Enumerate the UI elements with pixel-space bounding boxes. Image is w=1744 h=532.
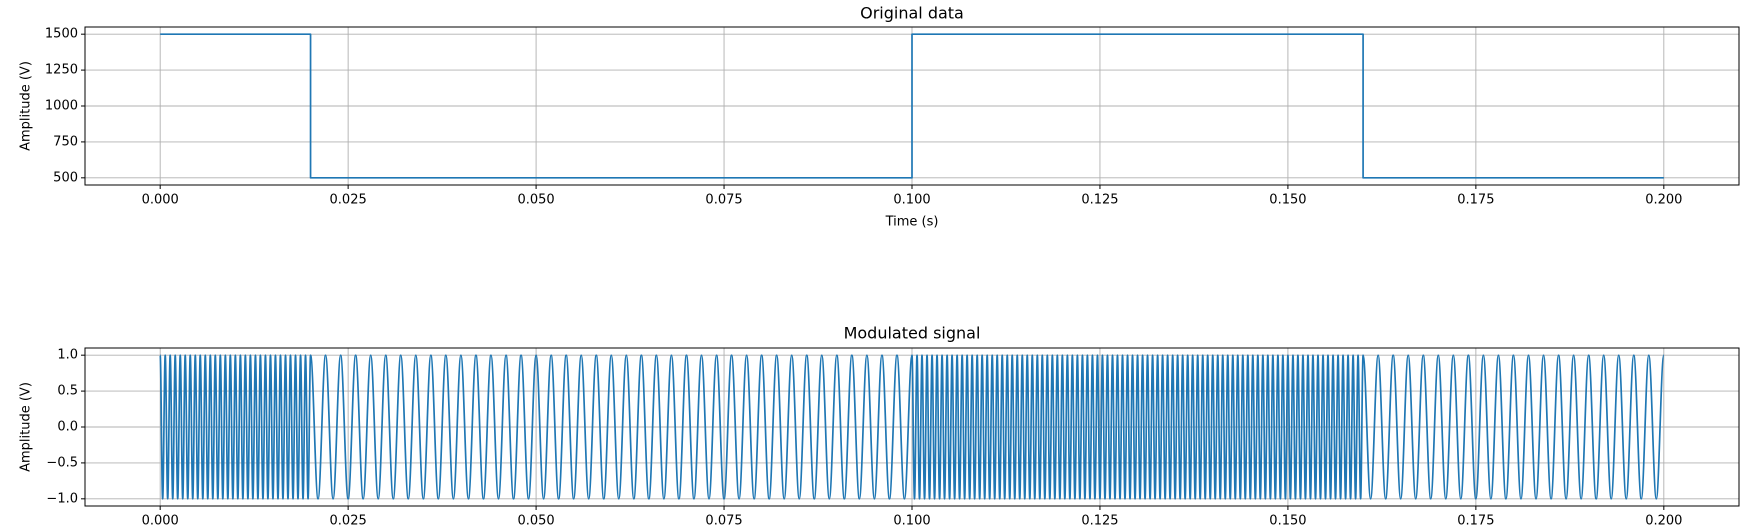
x-tick-label: 0.075	[705, 514, 742, 529]
x-tick-label: 0.150	[1269, 514, 1306, 529]
x-tick-label: 0.100	[893, 514, 930, 529]
y-tick-label: 500	[53, 170, 78, 185]
y-axis-label: Amplitude (V)	[19, 61, 34, 151]
y-tick-label: 1250	[45, 63, 78, 78]
x-tick-label: 0.175	[1457, 514, 1494, 529]
x-tick-label: 0.175	[1457, 193, 1494, 208]
y-tick-label: −0.5	[46, 455, 78, 470]
chart-title: Original data	[860, 4, 964, 23]
y-tick-label: 0.5	[57, 384, 78, 399]
subplot: 0.000 0.025 0.050 0.075 0.100 0.125 0.150 0.175…	[19, 4, 1740, 230]
x-tick-label: 0.050	[517, 193, 554, 208]
chart-title: Modulated signal	[844, 324, 981, 343]
x-tick-label: 0.000	[142, 193, 179, 208]
y-tick-label: 0.0	[57, 420, 78, 435]
x-tick-label: 0.125	[1081, 193, 1118, 208]
x-tick-label: 0.150	[1269, 193, 1306, 208]
data-line	[159, 354, 1665, 500]
x-tick-label: 0.100	[893, 193, 930, 208]
x-tick-label: 0.200	[1645, 193, 1682, 208]
x-tick-label: 0.200	[1645, 514, 1682, 529]
y-tick-label: 1000	[45, 99, 78, 114]
axes-frame	[84, 347, 1740, 507]
y-tick-label: 750	[53, 134, 78, 149]
x-tick-label: 0.025	[330, 193, 367, 208]
axes-frame	[84, 26, 1740, 186]
x-tick-label: 0.075	[705, 193, 742, 208]
y-axis-label: Amplitude (V)	[19, 382, 34, 472]
x-axis-label: Time (s)	[885, 215, 939, 230]
y-tick-label: 1.0	[57, 348, 78, 363]
y-tick-label: 1500	[45, 27, 78, 42]
data-line	[160, 33, 1664, 179]
y-tick-label: −1.0	[46, 491, 78, 506]
x-tick-label: 0.025	[330, 514, 367, 529]
x-tick-label: 0.000	[142, 514, 179, 529]
x-tick-label: 0.050	[517, 514, 554, 529]
x-tick-label: 0.125	[1081, 514, 1118, 529]
